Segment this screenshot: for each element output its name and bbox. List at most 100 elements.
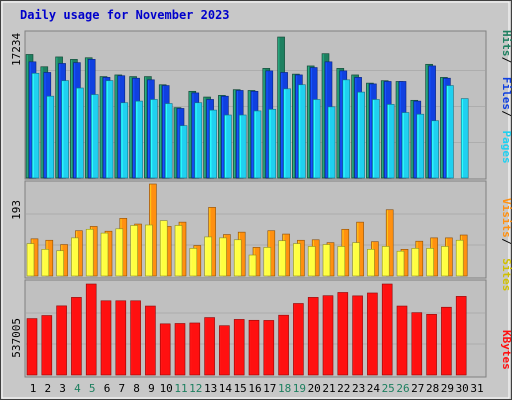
bar-pages-day-22 (342, 79, 351, 179)
bar-kbytes-day-14 (219, 325, 230, 376)
bar-sites-day-10 (159, 220, 168, 277)
bar-sites-day-17 (263, 247, 272, 277)
bar-kbytes-day-25 (381, 283, 393, 376)
bar-sites-day-25 (381, 246, 390, 277)
x-tick-label: 8 (133, 382, 140, 395)
x-tick-label: 30 (456, 382, 469, 395)
panel-kbytes: 537005 KBytes (10, 279, 512, 378)
bar-kbytes-day-26 (396, 305, 408, 376)
bar-kbytes-day-24 (367, 292, 378, 376)
x-tick-label: 5 (89, 382, 96, 395)
x-tick-label: 11 (174, 382, 187, 395)
bar-pages-day-10 (164, 103, 173, 179)
bar-pages-day-19 (298, 84, 306, 179)
x-tick-label: 15 (234, 382, 247, 395)
panel-visits-sites: 193 Visits / Sites (10, 180, 512, 291)
panel-bottom-bars (26, 283, 467, 376)
bar-kbytes-day-28 (426, 314, 437, 376)
bar-pages-day-7 (120, 102, 129, 179)
bar-sites-day-14 (219, 237, 227, 277)
bar-kbytes-day-15 (233, 319, 245, 376)
bar-sites-day-22 (337, 246, 346, 277)
legend-separator: / (500, 57, 512, 64)
bar-kbytes-day-21 (322, 295, 334, 376)
bar-sites-day-6 (100, 232, 109, 277)
bar-pages-day-16 (253, 110, 262, 179)
bar-pages-day-23 (357, 91, 365, 179)
x-tick-label: 28 (426, 382, 439, 395)
bar-kbytes-day-6 (100, 300, 112, 376)
panel-top-ymax-label: 17234 (10, 33, 23, 66)
legend-item-sites: Sites (500, 258, 512, 291)
x-tick-label: 12 (189, 382, 202, 395)
legend-item-visits: Visits (500, 198, 512, 238)
bar-pages-day-30 (460, 98, 469, 179)
x-tick-label: 26 (396, 382, 409, 395)
bar-pages-day-13 (209, 109, 217, 179)
bar-pages-day-2 (46, 95, 55, 179)
bar-sites-day-12 (189, 248, 198, 277)
bar-kbytes-day-13 (204, 317, 215, 376)
x-tick-label: 16 (248, 382, 261, 395)
bar-kbytes-day-16 (248, 319, 260, 376)
x-axis-day-labels: 1 2 3 4 5 6 7 8 9 10 11 12 13 14 15 16 17 18 19 20 21 22 23 24 2… (30, 382, 484, 395)
bar-sites-day-15 (233, 239, 242, 277)
panel-bottom-ymax-label: 537005 (10, 318, 23, 358)
x-tick-label: 22 (337, 382, 350, 395)
panel-bottom-legend: KBytes (500, 330, 512, 370)
bar-kbytes-day-1 (26, 318, 38, 376)
bar-sites-day-24 (367, 249, 375, 277)
x-tick-label: 18 (278, 382, 291, 395)
bar-kbytes-day-23 (352, 295, 363, 376)
bar-sites-day-3 (56, 250, 64, 277)
bar-pages-day-11 (179, 125, 188, 179)
bar-kbytes-day-4 (71, 297, 82, 376)
bar-kbytes-day-2 (41, 315, 53, 376)
bar-sites-day-2 (41, 249, 50, 277)
bar-pages-day-15 (238, 114, 247, 179)
bar-pages-day-6 (105, 80, 114, 179)
x-tick-label: 27 (411, 382, 424, 395)
bar-kbytes-day-12 (189, 322, 201, 376)
legend-item-files: Files (500, 77, 512, 110)
x-tick-label: 29 (441, 382, 454, 395)
x-tick-label: 2 (44, 382, 51, 395)
panel-middle-ymax-label: 193 (10, 200, 23, 220)
bar-kbytes-day-20 (307, 297, 319, 376)
x-tick-label: 25 (382, 382, 395, 395)
bar-kbytes-day-19 (293, 303, 304, 376)
bar-kbytes-day-5 (85, 283, 97, 376)
bar-pages-day-26 (401, 112, 410, 179)
bar-sites-day-16 (248, 254, 257, 277)
bar-pages-day-9 (150, 99, 158, 179)
bar-sites-day-11 (174, 225, 183, 277)
x-tick-label: 20 (308, 382, 321, 395)
legend-item-pages: Pages (500, 131, 512, 164)
bar-kbytes-day-17 (263, 320, 275, 376)
bar-sites-day-23 (352, 242, 360, 277)
bar-visits-day-25 (385, 209, 394, 277)
bar-sites-day-19 (293, 243, 301, 277)
bar-pages-day-21 (327, 106, 336, 179)
legend-separator: / (500, 238, 512, 245)
bar-sites-day-28 (426, 248, 434, 277)
x-tick-label: 10 (160, 382, 173, 395)
x-tick-label: 14 (219, 382, 233, 395)
panel-hits-files-pages: 17234 Hits / Files / Pages (10, 30, 512, 180)
panel-top-legend: Hits / Files / Pages (500, 30, 512, 164)
bar-sites-day-27 (411, 248, 420, 277)
bar-sites-day-4 (71, 237, 79, 277)
bar-pages-day-14 (224, 114, 232, 179)
x-tick-label: 4 (74, 382, 81, 395)
bar-sites-day-5 (85, 228, 94, 277)
x-tick-label: 13 (204, 382, 217, 395)
bar-pages-day-24 (372, 99, 380, 179)
x-tick-label: 6 (104, 382, 111, 395)
bar-sites-day-9 (145, 224, 153, 277)
x-tick-label: 23 (352, 382, 365, 395)
bar-pages-day-28 (431, 120, 439, 179)
bar-sites-day-7 (115, 228, 124, 277)
